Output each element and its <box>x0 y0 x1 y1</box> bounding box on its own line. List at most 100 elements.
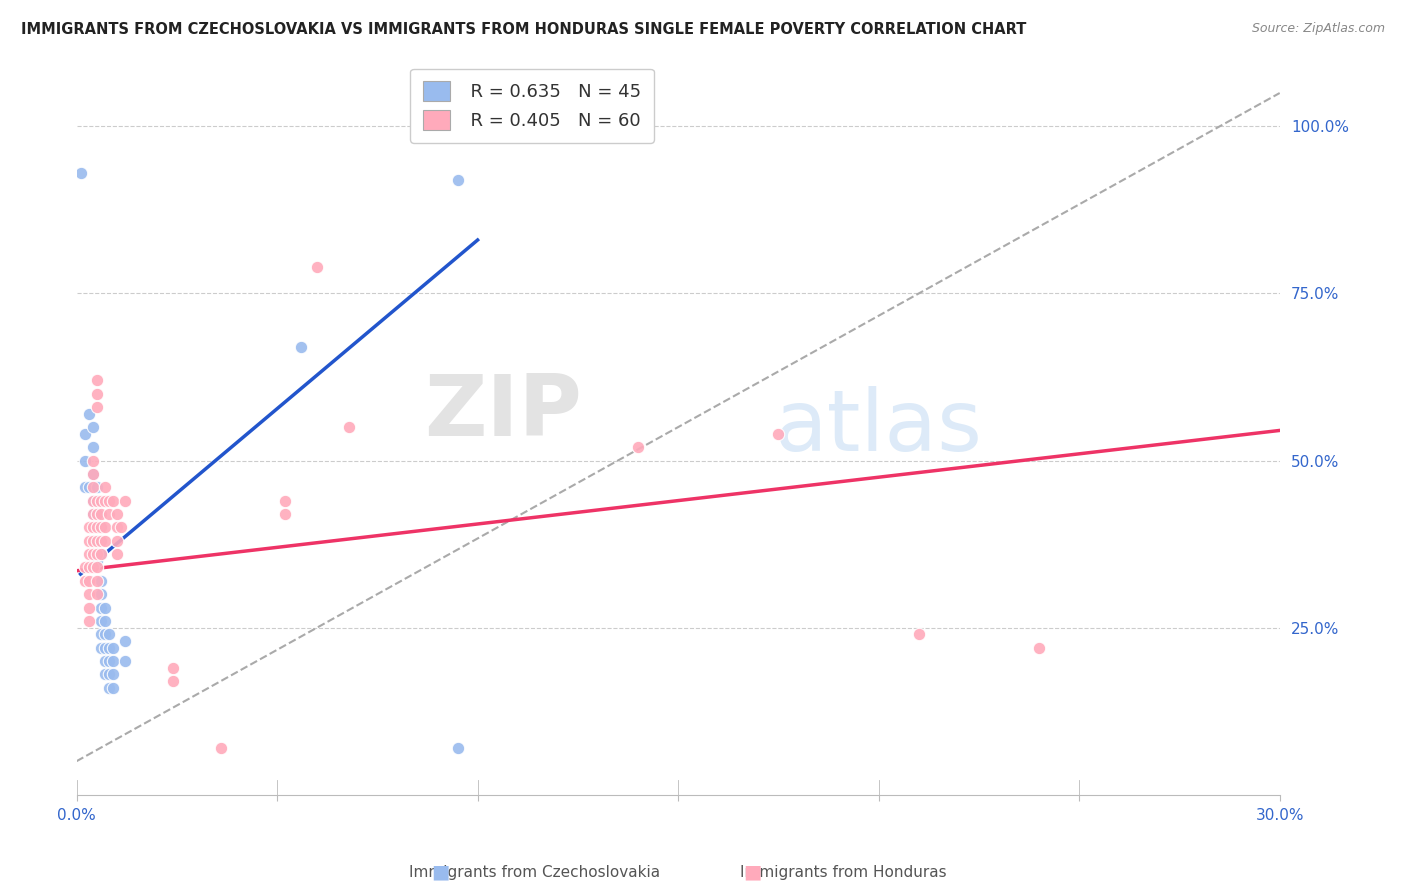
Point <box>86 386 108 401</box>
Point <box>768 426 790 441</box>
Point <box>90 520 112 534</box>
Point <box>101 654 124 668</box>
Text: ■: ■ <box>430 863 450 882</box>
Point <box>82 493 104 508</box>
Point <box>82 493 104 508</box>
Point <box>82 453 104 467</box>
Point <box>101 667 124 681</box>
Point <box>97 507 120 521</box>
Point <box>82 560 104 574</box>
Point <box>105 547 128 561</box>
Point <box>274 493 297 508</box>
Point <box>77 407 100 421</box>
Point <box>337 420 360 434</box>
Point <box>86 400 108 414</box>
Point <box>114 654 136 668</box>
Point <box>90 627 112 641</box>
Point <box>307 260 329 274</box>
Point <box>82 440 104 454</box>
Point <box>90 547 112 561</box>
Point <box>82 547 104 561</box>
Point <box>77 547 100 561</box>
Point <box>82 480 104 494</box>
Point <box>69 166 91 180</box>
Text: Source: ZipAtlas.com: Source: ZipAtlas.com <box>1251 22 1385 36</box>
Point <box>110 520 132 534</box>
Point <box>274 507 297 521</box>
Point <box>93 600 115 615</box>
Point <box>90 533 112 548</box>
Point <box>90 493 112 508</box>
Point <box>86 547 108 561</box>
Point <box>86 520 108 534</box>
Point <box>90 640 112 655</box>
Point <box>97 640 120 655</box>
Point <box>93 533 115 548</box>
Text: atlas: atlas <box>775 385 983 468</box>
Point <box>77 480 100 494</box>
Point <box>86 533 108 548</box>
Point <box>105 533 128 548</box>
Point <box>209 740 232 755</box>
Point <box>86 373 108 387</box>
Point <box>162 673 184 688</box>
Point <box>77 587 100 601</box>
Point <box>93 667 115 681</box>
Point <box>101 640 124 655</box>
Point <box>97 667 120 681</box>
Point <box>90 547 112 561</box>
Point <box>82 533 104 548</box>
Point <box>105 520 128 534</box>
Point <box>73 426 96 441</box>
Point <box>86 560 108 574</box>
Point <box>82 507 104 521</box>
Point <box>82 507 104 521</box>
Point <box>73 560 96 574</box>
Text: IMMIGRANTS FROM CZECHOSLOVAKIA VS IMMIGRANTS FROM HONDURAS SINGLE FEMALE POVERTY: IMMIGRANTS FROM CZECHOSLOVAKIA VS IMMIGR… <box>21 22 1026 37</box>
Text: ZIP: ZIP <box>425 371 582 454</box>
Point <box>93 520 115 534</box>
Point <box>627 440 650 454</box>
Point <box>105 507 128 521</box>
Point <box>86 533 108 548</box>
Point <box>93 640 115 655</box>
Text: ■: ■ <box>742 863 762 882</box>
Point <box>101 493 124 508</box>
Point <box>114 634 136 648</box>
Point <box>82 467 104 481</box>
Point <box>97 654 120 668</box>
Point <box>73 574 96 588</box>
Point <box>77 533 100 548</box>
Point <box>77 520 100 534</box>
Point <box>97 681 120 695</box>
Point <box>93 614 115 628</box>
Point <box>86 507 108 521</box>
Point <box>73 453 96 467</box>
Text: Immigrants from Czechoslovakia: Immigrants from Czechoslovakia <box>409 865 659 880</box>
Point <box>290 340 312 354</box>
Point <box>86 587 108 601</box>
Point <box>73 480 96 494</box>
Point <box>93 480 115 494</box>
Point <box>90 507 112 521</box>
Point <box>82 467 104 481</box>
Point <box>86 554 108 568</box>
Point <box>446 173 468 187</box>
Point <box>86 480 108 494</box>
Point <box>90 614 112 628</box>
Point <box>97 627 120 641</box>
Point <box>86 493 108 508</box>
Point <box>93 493 115 508</box>
Point <box>1028 640 1050 655</box>
Point <box>77 614 100 628</box>
Point <box>93 654 115 668</box>
Point <box>90 600 112 615</box>
Text: Immigrants from Honduras: Immigrants from Honduras <box>741 865 946 880</box>
Point <box>90 520 112 534</box>
Point <box>86 507 108 521</box>
Point <box>162 660 184 674</box>
Point <box>446 740 468 755</box>
Point <box>82 420 104 434</box>
Point <box>93 627 115 641</box>
Point <box>90 587 112 601</box>
